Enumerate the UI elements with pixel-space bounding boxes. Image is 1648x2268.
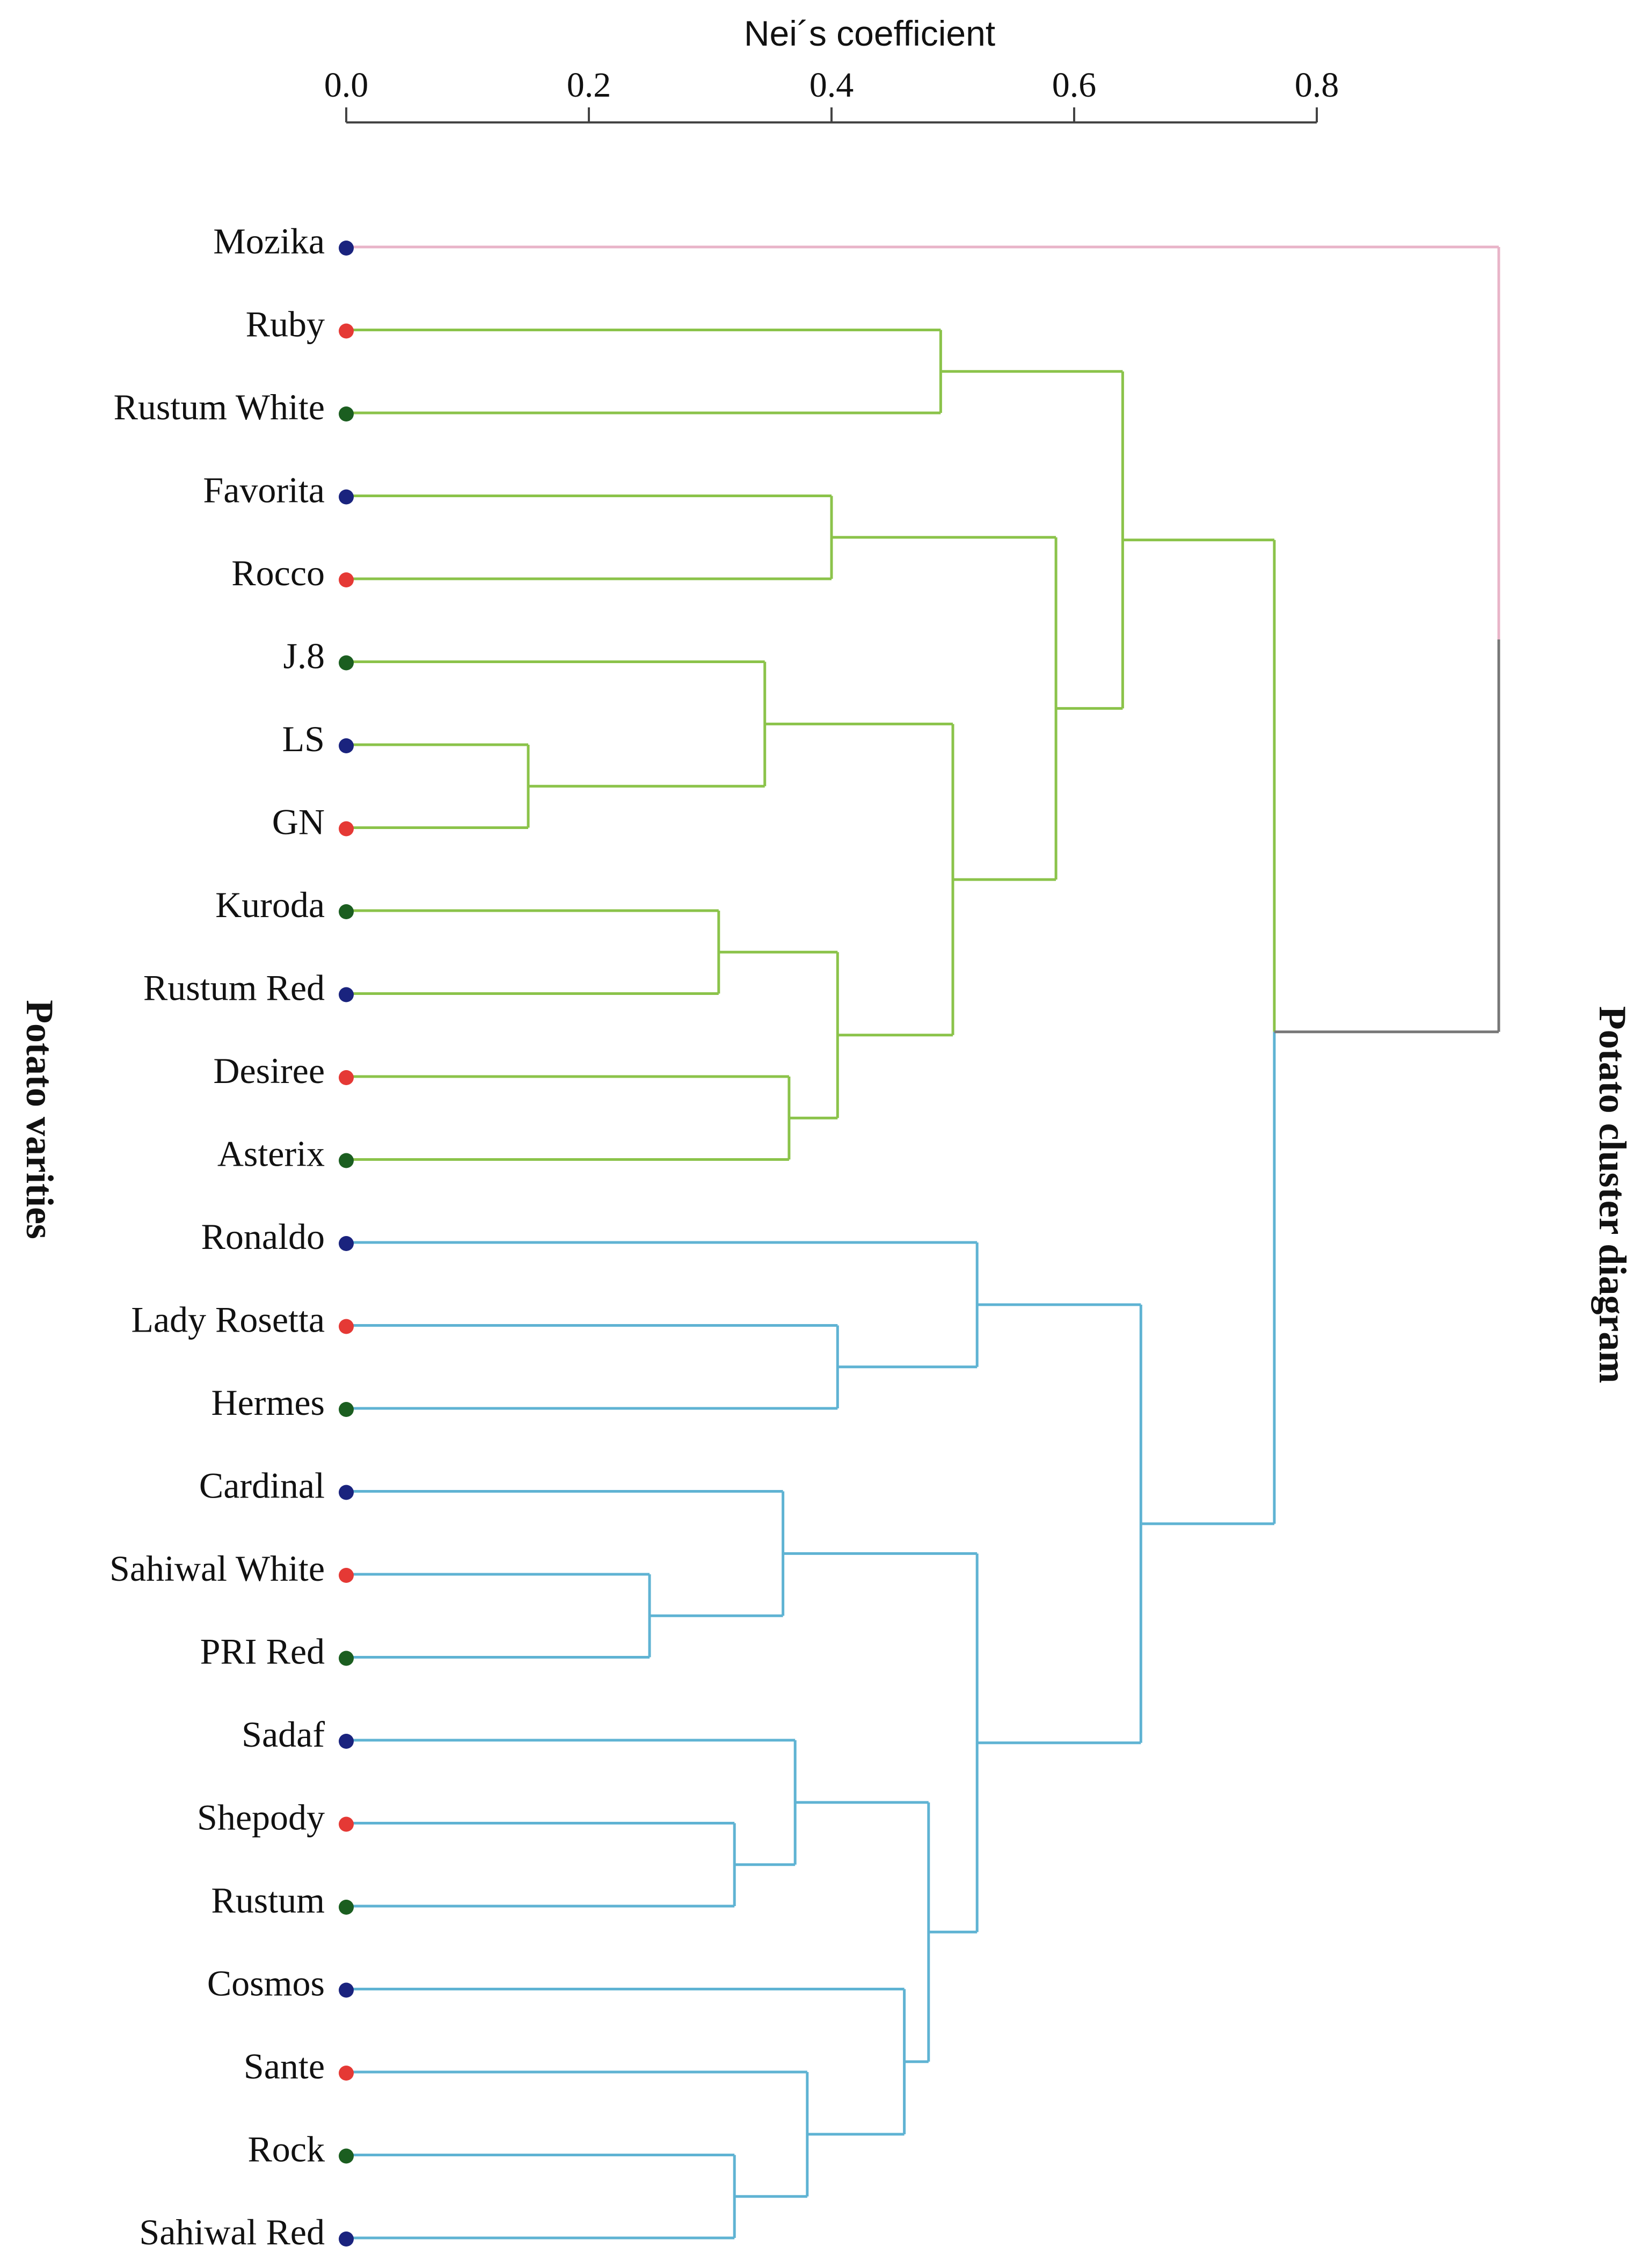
leaf-label: J.8 <box>283 636 325 677</box>
leaf-label: Rustum White <box>113 387 325 427</box>
leaf-label: Rock <box>247 2129 325 2170</box>
leaf-label: Cardinal <box>199 1465 325 1506</box>
leaf-dot <box>339 406 354 421</box>
y-axis-title-left: Potato varities <box>18 1000 61 1239</box>
leaf-dot <box>339 904 354 919</box>
x-tick-label: 0.2 <box>567 66 611 105</box>
leaf-label: Sante <box>244 2046 325 2087</box>
leaf-dot <box>339 2231 354 2247</box>
leaf-dot <box>339 1568 354 1583</box>
leaf-label: Hermes <box>212 1382 325 1423</box>
leaf-label: GN <box>272 802 325 842</box>
leaf-dot <box>339 821 354 837</box>
leaf-label: Desiree <box>213 1050 325 1091</box>
leaf-label: Rustum Red <box>143 968 325 1008</box>
leaf-dot <box>339 738 354 753</box>
leaf-label: Ruby <box>246 304 325 345</box>
leaf-dot <box>339 655 354 671</box>
x-tick-label: 0.6 <box>1052 66 1097 105</box>
leaf-label: PRI Red <box>200 1631 325 1672</box>
leaf-dot <box>339 1485 354 1500</box>
x-tick-label: 0.8 <box>1295 66 1339 105</box>
leaf-label: Favorita <box>203 470 325 511</box>
leaf-label: Mozika <box>213 221 325 261</box>
leaf-dot <box>339 572 354 587</box>
leaf-dot <box>339 1982 354 1998</box>
x-tick-label: 0.0 <box>324 66 369 105</box>
leaf-label: Lady Rosetta <box>131 1299 325 1340</box>
y-axis-title-right: Potato cluster diagram <box>1591 1006 1634 1384</box>
x-axis-title: Nei´s coefficient <box>744 13 995 53</box>
leaf-dot <box>339 1734 354 1749</box>
leaf-label: Sahiwal White <box>110 1548 325 1589</box>
leaf-dot <box>339 1070 354 1085</box>
dendrogram-branches <box>346 245 1500 2240</box>
leaf-label: Asterix <box>217 1133 325 1174</box>
leaf-dot <box>339 323 354 339</box>
leaf-dot <box>339 2148 354 2164</box>
leaf-dot <box>339 2066 354 2081</box>
leaf-dot <box>339 1402 354 1417</box>
leaf-dot <box>339 1236 354 1251</box>
dendrogram-leaves: Mozika Ruby Rustum White Favorita Rocco J.8 LS… <box>110 221 354 2252</box>
leaf-label: Sadaf <box>242 1714 325 1755</box>
leaf-label: Cosmos <box>207 1963 325 2004</box>
x-axis: Nei´s coefficient 0.0 0.2 0.4 0.6 0.8 <box>324 13 1339 123</box>
leaf-dot <box>339 1816 354 1832</box>
leaf-label: Rocco <box>231 553 325 593</box>
leaf-label: Sahiwal Red <box>139 2212 325 2252</box>
leaf-dot <box>339 1319 354 1334</box>
leaf-label: Ronaldo <box>201 1216 325 1257</box>
leaf-dot <box>339 241 354 256</box>
leaf-label: LS <box>282 718 325 759</box>
leaf-label: Rustum <box>211 1880 325 1921</box>
leaf-dot <box>339 987 354 1002</box>
x-tick-label: 0.4 <box>810 66 854 105</box>
leaf-label: Kuroda <box>215 884 325 925</box>
leaf-dot <box>339 489 354 505</box>
leaf-label: Shepody <box>197 1797 325 1838</box>
leaf-dot <box>339 1153 354 1168</box>
leaf-dot <box>339 1651 354 1666</box>
leaf-dot <box>339 1900 354 1915</box>
